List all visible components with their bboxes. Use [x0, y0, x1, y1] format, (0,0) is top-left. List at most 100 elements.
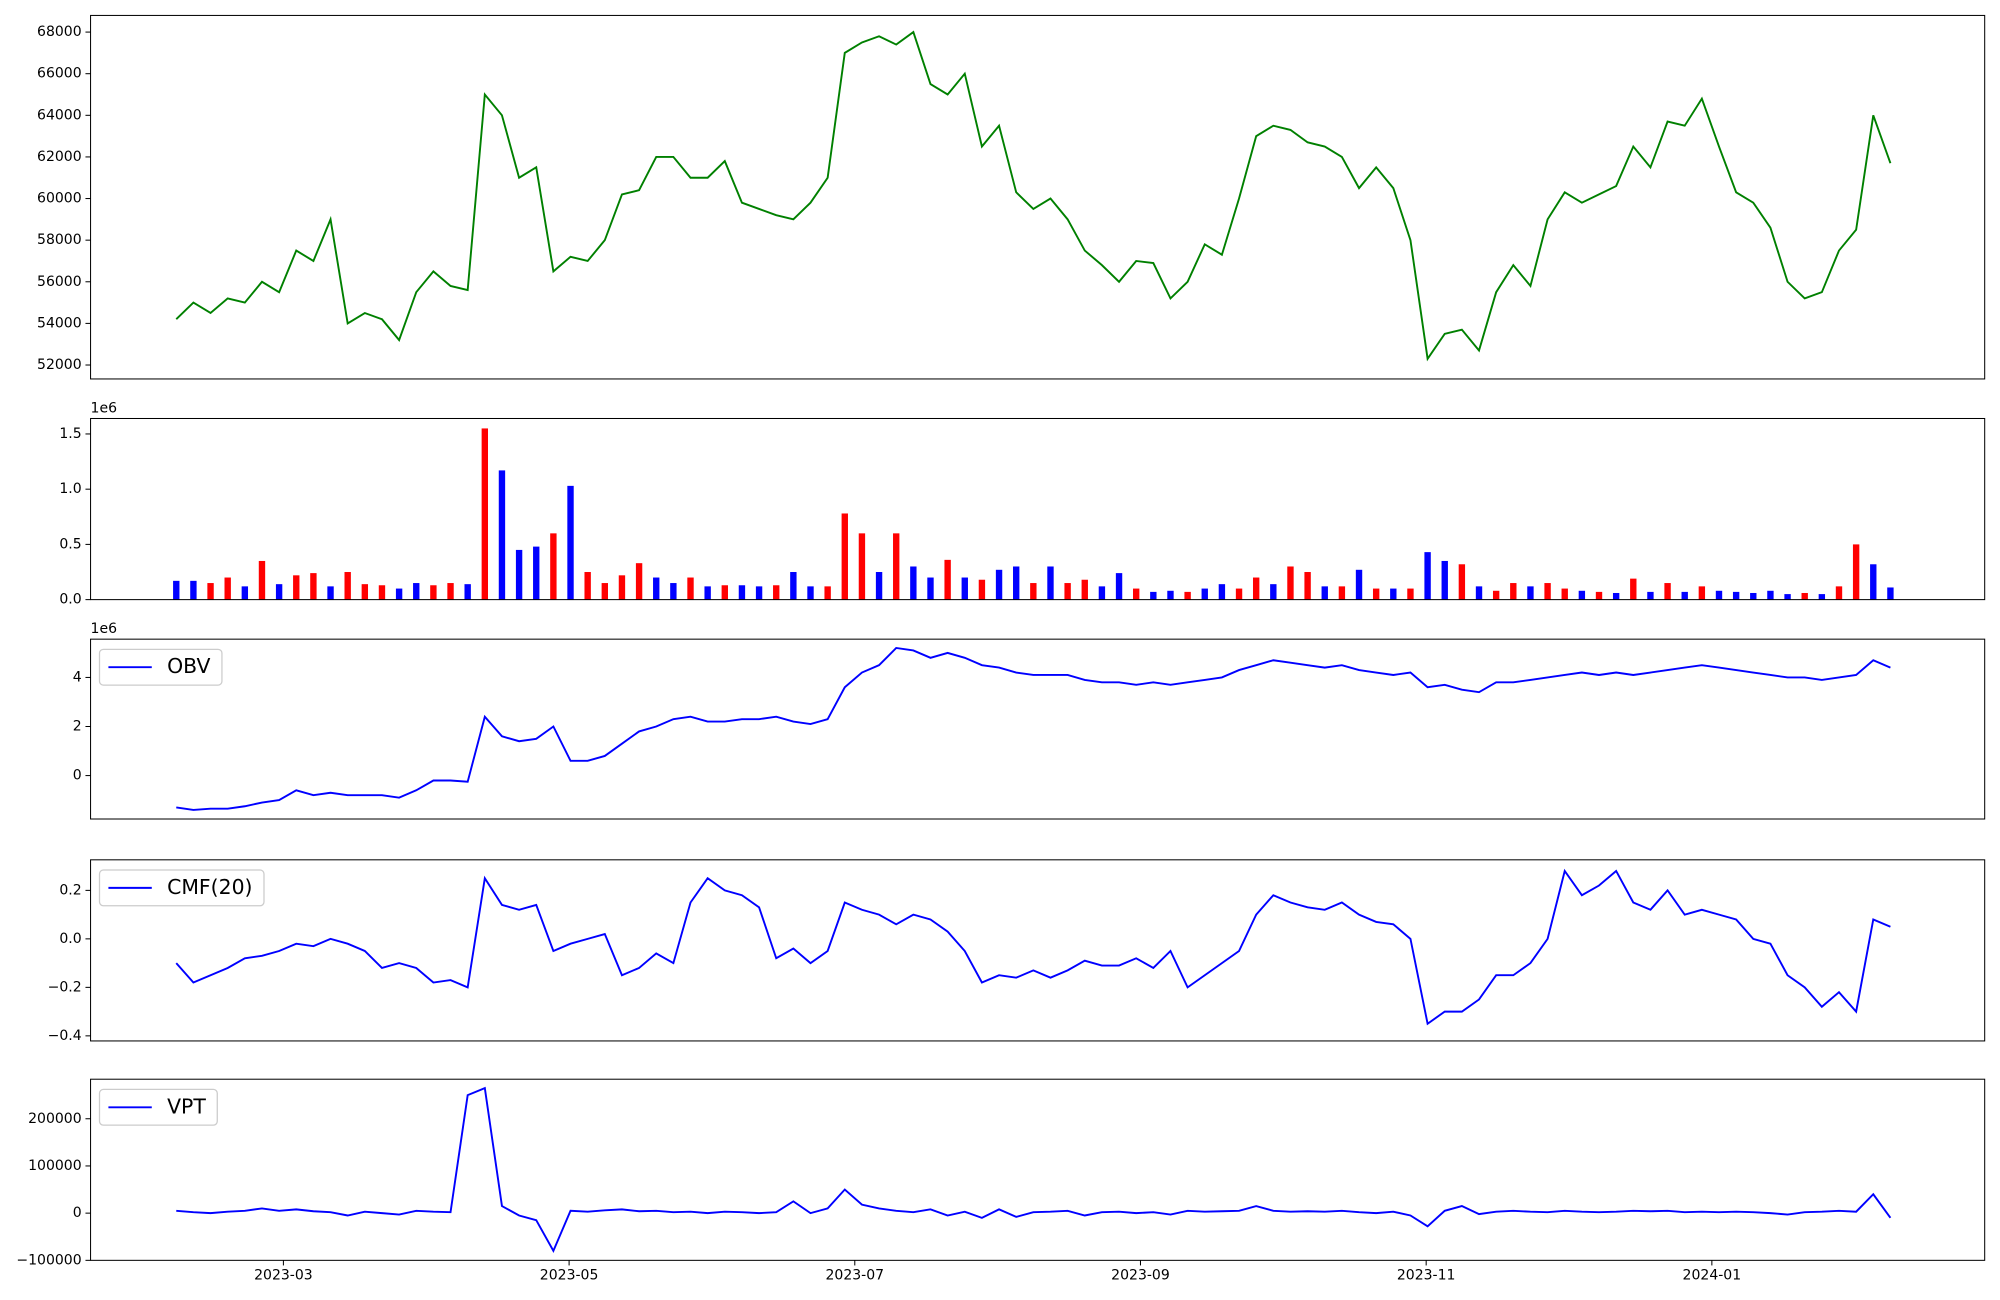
- offset-label: 1e6: [91, 400, 118, 416]
- y-tick-label: 0.0: [59, 931, 81, 947]
- bar: [190, 580, 197, 600]
- bar: [413, 583, 420, 600]
- bar: [550, 533, 557, 600]
- bar: [1184, 591, 1191, 600]
- bar: [1767, 590, 1774, 600]
- bar: [430, 585, 437, 600]
- y-tick-label: 4: [73, 669, 82, 685]
- bar: [481, 428, 489, 600]
- bar: [687, 577, 694, 600]
- legend: VPT: [98, 1088, 218, 1126]
- x-tick-label: 2023-05: [540, 1268, 599, 1284]
- bar: [1561, 588, 1568, 600]
- panel: 0 2 4 1e6 OBV: [73, 621, 1986, 820]
- bar: [1321, 586, 1328, 600]
- panel: 52000 54000 56000 58000 60000 62000 64000 66000…: [37, 14, 1986, 380]
- y-tick-label: 100000: [28, 1158, 82, 1174]
- bar: [1235, 588, 1243, 600]
- bar: [1287, 566, 1294, 600]
- bar: [1252, 577, 1260, 600]
- bar: [721, 585, 728, 600]
- bar: [893, 533, 900, 600]
- bar: [1852, 544, 1860, 600]
- bar: [1510, 583, 1517, 600]
- y-tick-label: 0.0: [59, 592, 81, 608]
- bar: [1612, 592, 1620, 600]
- panel: −0.4 −0.2 0.0 0.2 CMF(20): [48, 859, 1986, 1044]
- bar: [447, 583, 454, 600]
- legend-box: [98, 1088, 218, 1126]
- x-tick-label: 2024-01: [1683, 1268, 1742, 1284]
- bar: [944, 559, 951, 600]
- legend-label: OBV: [167, 654, 210, 678]
- bar: [1784, 594, 1791, 600]
- bar: [995, 569, 1003, 600]
- plot-frame: [90, 859, 1986, 1042]
- y-tick-label: −0.4: [48, 1028, 82, 1044]
- bar: [1595, 591, 1603, 600]
- bar: [1492, 590, 1500, 600]
- bar: [498, 470, 506, 600]
- bar: [1218, 584, 1226, 600]
- bar: [173, 580, 180, 600]
- y-tick-label: 0: [73, 1205, 82, 1221]
- bar: [1133, 588, 1140, 600]
- y-tick-label: 64000: [37, 107, 82, 123]
- bar: [1081, 579, 1088, 600]
- legend-label: CMF(20): [167, 875, 252, 899]
- y-tick-label: 0: [73, 768, 82, 784]
- line: [176, 646, 1891, 811]
- bar: [1664, 583, 1671, 600]
- line: [175, 868, 1891, 1026]
- bar: [1544, 583, 1551, 600]
- y-tick-label: 54000: [37, 315, 82, 331]
- y-tick-label: 52000: [37, 357, 82, 373]
- bar: [978, 579, 986, 600]
- bar: [910, 566, 917, 600]
- panel: −100000 0 100000 200000 2023-03 2023-05 2023-0…: [16, 1078, 1986, 1284]
- bar: [653, 577, 660, 600]
- bar: [1527, 586, 1534, 600]
- plot-frame: [90, 14, 1986, 380]
- y-tick-label: −100000: [16, 1252, 81, 1268]
- bar: [1732, 591, 1740, 600]
- bar: [1801, 592, 1808, 600]
- line: [176, 1086, 1892, 1254]
- bar: [1698, 586, 1706, 600]
- y-tick-label: 62000: [37, 149, 82, 165]
- bar: [533, 546, 540, 600]
- bar: [1064, 583, 1071, 600]
- bar: [1098, 586, 1106, 600]
- bar: [1441, 560, 1448, 600]
- bar: [224, 577, 231, 600]
- bar: [858, 533, 866, 600]
- bar: [961, 577, 968, 600]
- bar: [1355, 569, 1363, 600]
- bar: [241, 586, 249, 600]
- bar: [378, 585, 386, 600]
- bar: [738, 585, 746, 600]
- bar: [464, 584, 471, 600]
- x-tick-label: 2023-07: [826, 1268, 885, 1284]
- bar: [1647, 591, 1654, 600]
- y-tick-label: 68000: [37, 24, 82, 40]
- bar: [1630, 578, 1637, 600]
- bar: [927, 577, 934, 600]
- bar: [275, 584, 283, 600]
- bar: [1167, 590, 1174, 600]
- bar: [344, 572, 351, 600]
- bar: [1835, 586, 1843, 600]
- bar: [841, 513, 848, 600]
- y-tick-label: 1.0: [59, 481, 81, 497]
- legend-label: VPT: [167, 1094, 206, 1118]
- legend-box: [98, 869, 265, 907]
- bar: [1458, 564, 1466, 600]
- x-tick-label: 2023-09: [1111, 1268, 1170, 1284]
- plot-frame: [90, 1078, 1986, 1261]
- bar: [755, 586, 763, 600]
- bar: [293, 575, 300, 600]
- bar: [515, 549, 523, 600]
- bar: [1390, 588, 1397, 600]
- legend: CMF(20): [98, 869, 265, 907]
- bar: [790, 572, 797, 600]
